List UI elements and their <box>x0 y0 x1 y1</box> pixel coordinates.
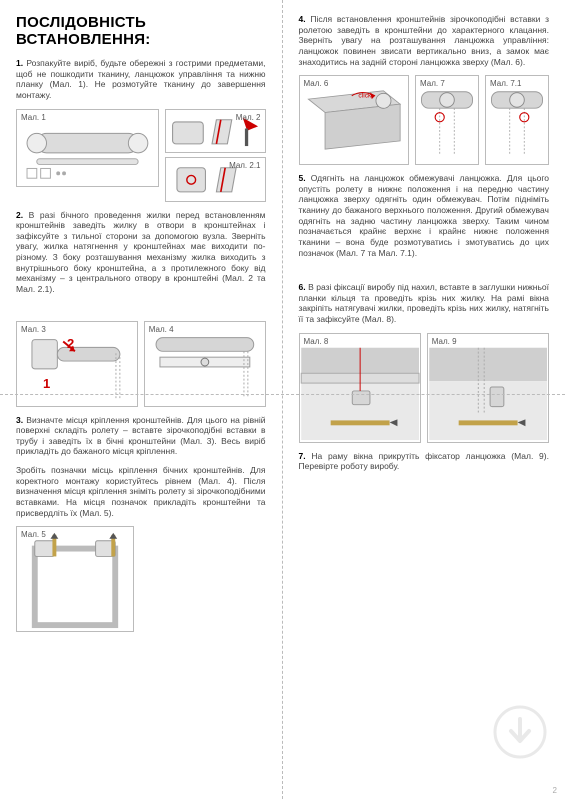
fig-row-1: Мал. 1 Мал. 2 <box>16 109 266 202</box>
figure-6-label: Мал. 6 <box>304 79 329 88</box>
step-5-text: 5. Одягніть на ланцюжок обмежувачі ланцю… <box>299 173 550 258</box>
step-1-body: Розпакуйте виріб, будьте обережні з гост… <box>16 58 266 100</box>
page: ПОСЛІДОВНІСТЬ ВСТАНОВЛЕННЯ: 1. Розпакуйт… <box>0 0 565 799</box>
step-3-body: Визначте місця кріплення кронштейнів. Дл… <box>16 415 266 457</box>
figure-8-label: Мал. 8 <box>304 337 329 346</box>
step-7-text: 7. На раму вікна прикрутіть фіксатор лан… <box>299 451 550 472</box>
step-7-body: На раму вікна прикрутіть фіксатор ланцюж… <box>299 451 549 472</box>
figure-2-1: Мал. 2.1 <box>165 157 266 202</box>
step-1-text: 1. Розпакуйте виріб, будьте обережні з г… <box>16 58 266 101</box>
step-4-num: 4. <box>299 14 306 24</box>
step-2-body: В разі бічного проведення жилки перед вс… <box>16 210 266 294</box>
diagram-icon <box>17 527 133 631</box>
step-5-body: Одягніть на ланцюжок обмежувачі ланцюжка… <box>299 173 550 257</box>
diagram-icon <box>17 322 137 406</box>
figure-6: Мал. 6 click <box>299 75 410 165</box>
callout-1: 1 <box>43 376 50 391</box>
diagram-icon <box>486 76 548 164</box>
figure-5-label: Мал. 5 <box>21 530 46 539</box>
figure-2: Мал. 2 <box>165 109 266 154</box>
page-number: 2 <box>553 786 557 795</box>
diagram-icon <box>145 322 265 406</box>
figure-5: Мал. 5 <box>16 526 134 632</box>
step-3b-text: Зробіть позначки місць кріплення бічних … <box>16 465 266 518</box>
step-3-text: 3. Визначте місця кріплення кронштейнів.… <box>16 415 266 458</box>
step-2-text: 2. В разі бічного проведення жилки перед… <box>16 210 266 295</box>
callout-2: 2 <box>67 336 74 351</box>
diagram-icon: click <box>300 76 409 164</box>
step-6-body: В разі фіксації виробу під нахил, вставт… <box>299 282 550 324</box>
spacer <box>299 266 550 282</box>
step-2-num: 2. <box>16 210 23 220</box>
diagram-icon <box>416 76 478 164</box>
figure-9: Мал. 9 <box>427 333 549 443</box>
step-4-body: Після встановлення кронштейнів зірочкопо… <box>299 14 550 67</box>
figure-8: Мал. 8 <box>299 333 421 443</box>
figure-7-1: Мал. 7.1 <box>485 75 549 165</box>
page-title: ПОСЛІДОВНІСТЬ ВСТАНОВЛЕННЯ: <box>16 14 266 48</box>
step-3-num: 3. <box>16 415 23 425</box>
left-column: ПОСЛІДОВНІСТЬ ВСТАНОВЛЕННЯ: 1. Розпакуйт… <box>0 0 283 799</box>
figure-4-label: Мал. 4 <box>149 325 174 334</box>
right-column: 4. Після встановлення кронштейнів зірочк… <box>283 0 565 799</box>
step-1-num: 1. <box>16 58 23 68</box>
figure-1-label: Мал. 1 <box>21 113 46 122</box>
horizontal-divider <box>0 394 565 395</box>
spacer <box>16 303 266 321</box>
figure-2-label: Мал. 2 <box>236 113 261 122</box>
figure-7-1-label: Мал. 7.1 <box>490 79 521 88</box>
fig-row-4: Мал. 6 click Мал. 7 <box>299 75 550 165</box>
watermark-icon <box>493 705 547 759</box>
step-7-num: 7. <box>299 451 306 461</box>
figure-7: Мал. 7 <box>415 75 479 165</box>
figure-1: Мал. 1 <box>16 109 159 187</box>
diagram-icon <box>300 334 420 442</box>
figure-2-1-label: Мал. 2.1 <box>229 161 260 170</box>
step-6-text: 6. В разі фіксації виробу під нахил, вст… <box>299 282 550 325</box>
step-5-num: 5. <box>299 173 306 183</box>
fig-row-5: Мал. 8 Мал. 9 <box>299 333 550 443</box>
figure-9-label: Мал. 9 <box>432 337 457 346</box>
step-6-num: 6. <box>299 282 306 292</box>
fig-row-3: Мал. 5 <box>16 526 266 632</box>
figure-2-stack: Мал. 2 Мал. 2.1 <box>165 109 266 202</box>
diagram-icon <box>428 334 548 442</box>
figure-3-label: Мал. 3 <box>21 325 46 334</box>
step-4-text: 4. Після встановлення кронштейнів зірочк… <box>299 14 550 67</box>
figure-7-label: Мал. 7 <box>420 79 445 88</box>
